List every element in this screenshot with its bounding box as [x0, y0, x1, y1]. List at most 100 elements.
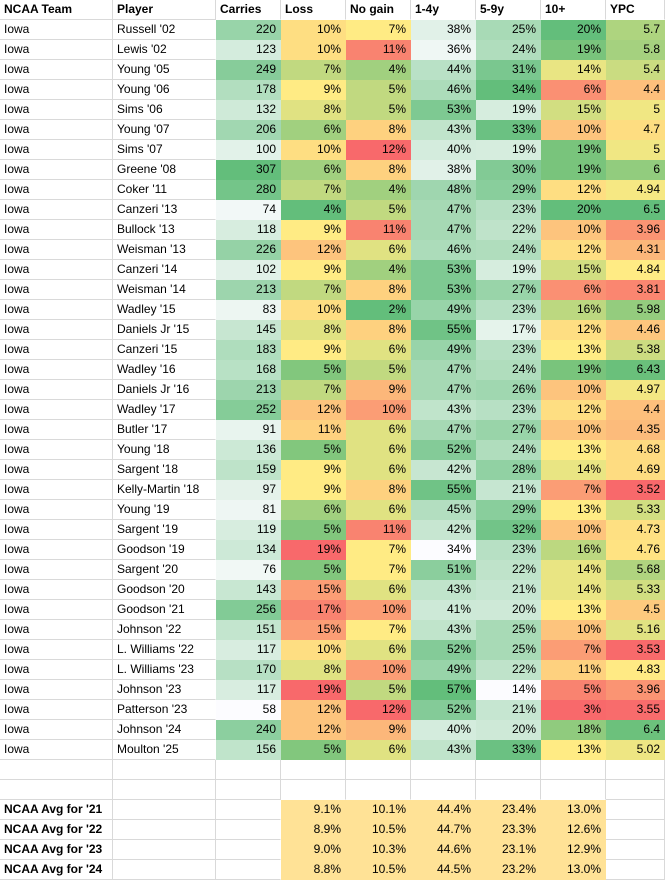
cell-1-4y[interactable]: 49% [411, 340, 476, 360]
cell-loss[interactable]: 9% [281, 220, 346, 240]
cell-10-plus[interactable]: 10% [541, 380, 606, 400]
empty-cell[interactable] [281, 780, 346, 800]
cell-1-4y[interactable]: 36% [411, 40, 476, 60]
cell-10-plus[interactable]: 10% [541, 220, 606, 240]
cell-1-4y[interactable]: 34% [411, 540, 476, 560]
cell-1-4y[interactable]: 43% [411, 120, 476, 140]
empty-cell[interactable] [216, 860, 281, 880]
cell-5-9y[interactable]: 33% [476, 120, 541, 140]
cell-ypc[interactable]: 4.84 [606, 260, 665, 280]
cell-no-gain[interactable]: 6% [346, 440, 411, 460]
cell-team[interactable]: Iowa [0, 320, 113, 340]
cell-no-gain[interactable]: 4% [346, 60, 411, 80]
cell-10-plus[interactable]: 12% [541, 180, 606, 200]
avg-no-gain[interactable]: 10.1% [346, 800, 411, 820]
avg-1-4y[interactable]: 44.7% [411, 820, 476, 840]
empty-cell[interactable] [346, 760, 411, 780]
cell-player[interactable]: Moulton '25 [113, 740, 216, 760]
cell-1-4y[interactable]: 47% [411, 220, 476, 240]
cell-team[interactable]: Iowa [0, 600, 113, 620]
cell-5-9y[interactable]: 27% [476, 420, 541, 440]
cell-player[interactable]: Sims '07 [113, 140, 216, 160]
cell-player[interactable]: Johnson '24 [113, 720, 216, 740]
cell-10-plus[interactable]: 20% [541, 200, 606, 220]
cell-1-4y[interactable]: 38% [411, 160, 476, 180]
cell-team[interactable]: Iowa [0, 300, 113, 320]
cell-player[interactable]: Sargent '19 [113, 520, 216, 540]
cell-5-9y[interactable]: 25% [476, 20, 541, 40]
cell-10-plus[interactable]: 13% [541, 440, 606, 460]
header-cell-ncaa-team[interactable]: NCAA Team [0, 0, 113, 20]
cell-5-9y[interactable]: 24% [476, 40, 541, 60]
cell-player[interactable]: Sargent '20 [113, 560, 216, 580]
cell-5-9y[interactable]: 24% [476, 360, 541, 380]
empty-cell[interactable] [541, 780, 606, 800]
cell-team[interactable]: Iowa [0, 500, 113, 520]
cell-5-9y[interactable]: 30% [476, 160, 541, 180]
cell-team[interactable]: Iowa [0, 160, 113, 180]
cell-loss[interactable]: 10% [281, 640, 346, 660]
avg-label[interactable]: NCAA Avg for '21 [0, 800, 113, 820]
avg-label[interactable]: NCAA Avg for '24 [0, 860, 113, 880]
cell-no-gain[interactable]: 5% [346, 80, 411, 100]
cell-team[interactable]: Iowa [0, 140, 113, 160]
cell-carries[interactable]: 252 [216, 400, 281, 420]
cell-ypc[interactable]: 4.97 [606, 380, 665, 400]
cell-team[interactable]: Iowa [0, 40, 113, 60]
cell-player[interactable]: Wadley '15 [113, 300, 216, 320]
empty-cell[interactable] [113, 860, 216, 880]
cell-team[interactable]: Iowa [0, 60, 113, 80]
cell-no-gain[interactable]: 7% [346, 20, 411, 40]
cell-team[interactable]: Iowa [0, 200, 113, 220]
cell-loss[interactable]: 5% [281, 520, 346, 540]
cell-ypc[interactable]: 4.73 [606, 520, 665, 540]
cell-5-9y[interactable]: 23% [476, 300, 541, 320]
cell-10-plus[interactable]: 10% [541, 620, 606, 640]
cell-team[interactable]: Iowa [0, 520, 113, 540]
avg-loss[interactable]: 9.1% [281, 800, 346, 820]
cell-loss[interactable]: 9% [281, 80, 346, 100]
cell-ypc[interactable]: 3.53 [606, 640, 665, 660]
cell-ypc[interactable]: 5.68 [606, 560, 665, 580]
cell-loss[interactable]: 7% [281, 180, 346, 200]
cell-no-gain[interactable]: 9% [346, 720, 411, 740]
cell-5-9y[interactable]: 28% [476, 460, 541, 480]
cell-carries[interactable]: 213 [216, 280, 281, 300]
cell-no-gain[interactable]: 6% [346, 420, 411, 440]
cell-carries[interactable]: 240 [216, 720, 281, 740]
cell-player[interactable]: Butler '17 [113, 420, 216, 440]
cell-player[interactable]: Russell '02 [113, 20, 216, 40]
cell-loss[interactable]: 19% [281, 540, 346, 560]
cell-team[interactable]: Iowa [0, 640, 113, 660]
cell-10-plus[interactable]: 3% [541, 700, 606, 720]
cell-1-4y[interactable]: 43% [411, 400, 476, 420]
cell-carries[interactable]: 151 [216, 620, 281, 640]
cell-carries[interactable]: 206 [216, 120, 281, 140]
cell-5-9y[interactable]: 22% [476, 220, 541, 240]
cell-player[interactable]: Greene '08 [113, 160, 216, 180]
header-cell-carries[interactable]: Carries [216, 0, 281, 20]
empty-cell[interactable] [216, 800, 281, 820]
cell-team[interactable]: Iowa [0, 380, 113, 400]
cell-ypc[interactable]: 4.76 [606, 540, 665, 560]
avg-5-9y[interactable]: 23.2% [476, 860, 541, 880]
cell-ypc[interactable]: 6.5 [606, 200, 665, 220]
cell-player[interactable]: Kelly-Martin '18 [113, 480, 216, 500]
cell-carries[interactable]: 156 [216, 740, 281, 760]
header-cell-player[interactable]: Player [113, 0, 216, 20]
empty-cell[interactable] [476, 780, 541, 800]
avg-loss[interactable]: 9.0% [281, 840, 346, 860]
cell-loss[interactable]: 10% [281, 20, 346, 40]
cell-carries[interactable]: 136 [216, 440, 281, 460]
empty-cell[interactable] [411, 780, 476, 800]
cell-ypc[interactable]: 5.33 [606, 580, 665, 600]
cell-team[interactable]: Iowa [0, 240, 113, 260]
cell-1-4y[interactable]: 47% [411, 360, 476, 380]
cell-5-9y[interactable]: 25% [476, 640, 541, 660]
cell-ypc[interactable]: 6 [606, 160, 665, 180]
cell-carries[interactable]: 119 [216, 520, 281, 540]
cell-no-gain[interactable]: 7% [346, 560, 411, 580]
header-cell-ypc[interactable]: YPC [606, 0, 665, 20]
cell-1-4y[interactable]: 43% [411, 580, 476, 600]
cell-loss[interactable]: 10% [281, 140, 346, 160]
